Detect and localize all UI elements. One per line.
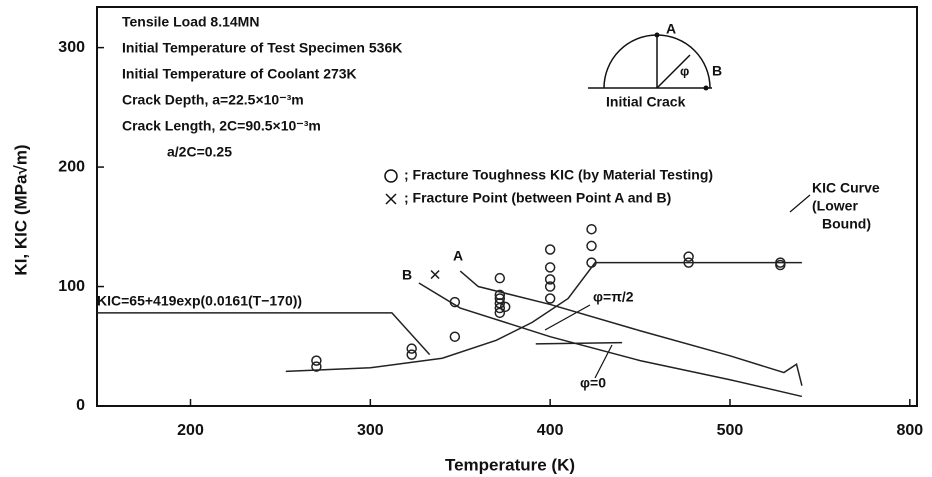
condition-text: Initial Temperature of Test Specimen 536… xyxy=(122,40,402,56)
inset-radius xyxy=(656,54,691,89)
annotation: φ=0 xyxy=(580,375,606,391)
legend-symbol xyxy=(385,193,397,205)
annotation: Bound) xyxy=(822,216,871,232)
annotation: KIC=65+419exp(0.0161(T−170)) xyxy=(97,293,302,309)
data-point xyxy=(311,355,322,366)
data-point xyxy=(449,331,461,342)
data-point xyxy=(430,270,440,280)
condition-text: a/2C=0.25 xyxy=(167,144,232,160)
annotation: φ=π/2 xyxy=(593,289,634,305)
annotation: KIC Curve xyxy=(812,180,880,196)
inset-point xyxy=(703,85,709,91)
data-point xyxy=(544,293,556,304)
condition-text: Tensile Load 8.14MN xyxy=(122,14,259,30)
y-axis-label: KI, KIC (MPa√m) xyxy=(11,144,30,275)
data-point xyxy=(311,361,322,372)
x-tick-label: 400 xyxy=(537,422,564,439)
condition-text: Crack Depth, a=22.5×10⁻³m xyxy=(122,92,304,108)
data-point xyxy=(544,274,556,285)
inset-point xyxy=(654,32,660,38)
inset-label: B xyxy=(712,63,722,79)
x-axis-label: Temperature (K) xyxy=(445,455,575,474)
curve xyxy=(535,341,623,345)
x-tick-label: 200 xyxy=(177,422,204,439)
data-point xyxy=(544,281,556,292)
plot-frame xyxy=(96,6,918,407)
data-point xyxy=(544,262,556,273)
curve xyxy=(418,282,803,398)
legend-label: ; Fracture Point (between Point A and B) xyxy=(404,190,671,206)
data-point xyxy=(586,240,597,252)
curve xyxy=(97,312,431,356)
y-tick-label: 300 xyxy=(58,39,85,56)
curve xyxy=(459,270,803,386)
x-tick-label: 300 xyxy=(357,422,384,439)
inset-label: A xyxy=(666,21,676,37)
inset-diagram: A B φ Initial Crack xyxy=(588,21,722,110)
curve xyxy=(285,261,802,373)
condition-text: Initial Temperature of Coolant 273K xyxy=(122,66,357,82)
data-point xyxy=(544,244,556,255)
annotation: B xyxy=(402,267,412,283)
x-tick-label: 500 xyxy=(717,422,744,439)
legend-label: ; Fracture Toughness KIC (by Material Te… xyxy=(404,167,713,183)
data-point xyxy=(683,251,694,262)
annotation-pointer xyxy=(594,344,613,379)
condition-text: Crack Length, 2C=90.5×10⁻³m xyxy=(122,118,321,134)
y-tick-label: 100 xyxy=(58,278,85,295)
legend-symbol xyxy=(384,169,398,183)
data-point xyxy=(494,289,506,301)
inset-caption: Initial Crack xyxy=(606,94,686,110)
x-tick-label: 800 xyxy=(896,422,923,439)
annotation: (Lower xyxy=(812,198,858,214)
annotation-pointer xyxy=(789,194,811,213)
y-tick-label: 200 xyxy=(58,158,85,175)
data-point xyxy=(406,349,417,360)
data-point xyxy=(586,223,597,235)
annotation-pointer xyxy=(544,304,591,331)
y-tick-label: 0 xyxy=(76,397,85,414)
annotation: A xyxy=(453,248,463,264)
data-point xyxy=(499,301,511,313)
data-point xyxy=(494,293,506,304)
data-point xyxy=(494,272,506,284)
inset-label: φ xyxy=(680,63,689,78)
data-point xyxy=(406,343,417,354)
